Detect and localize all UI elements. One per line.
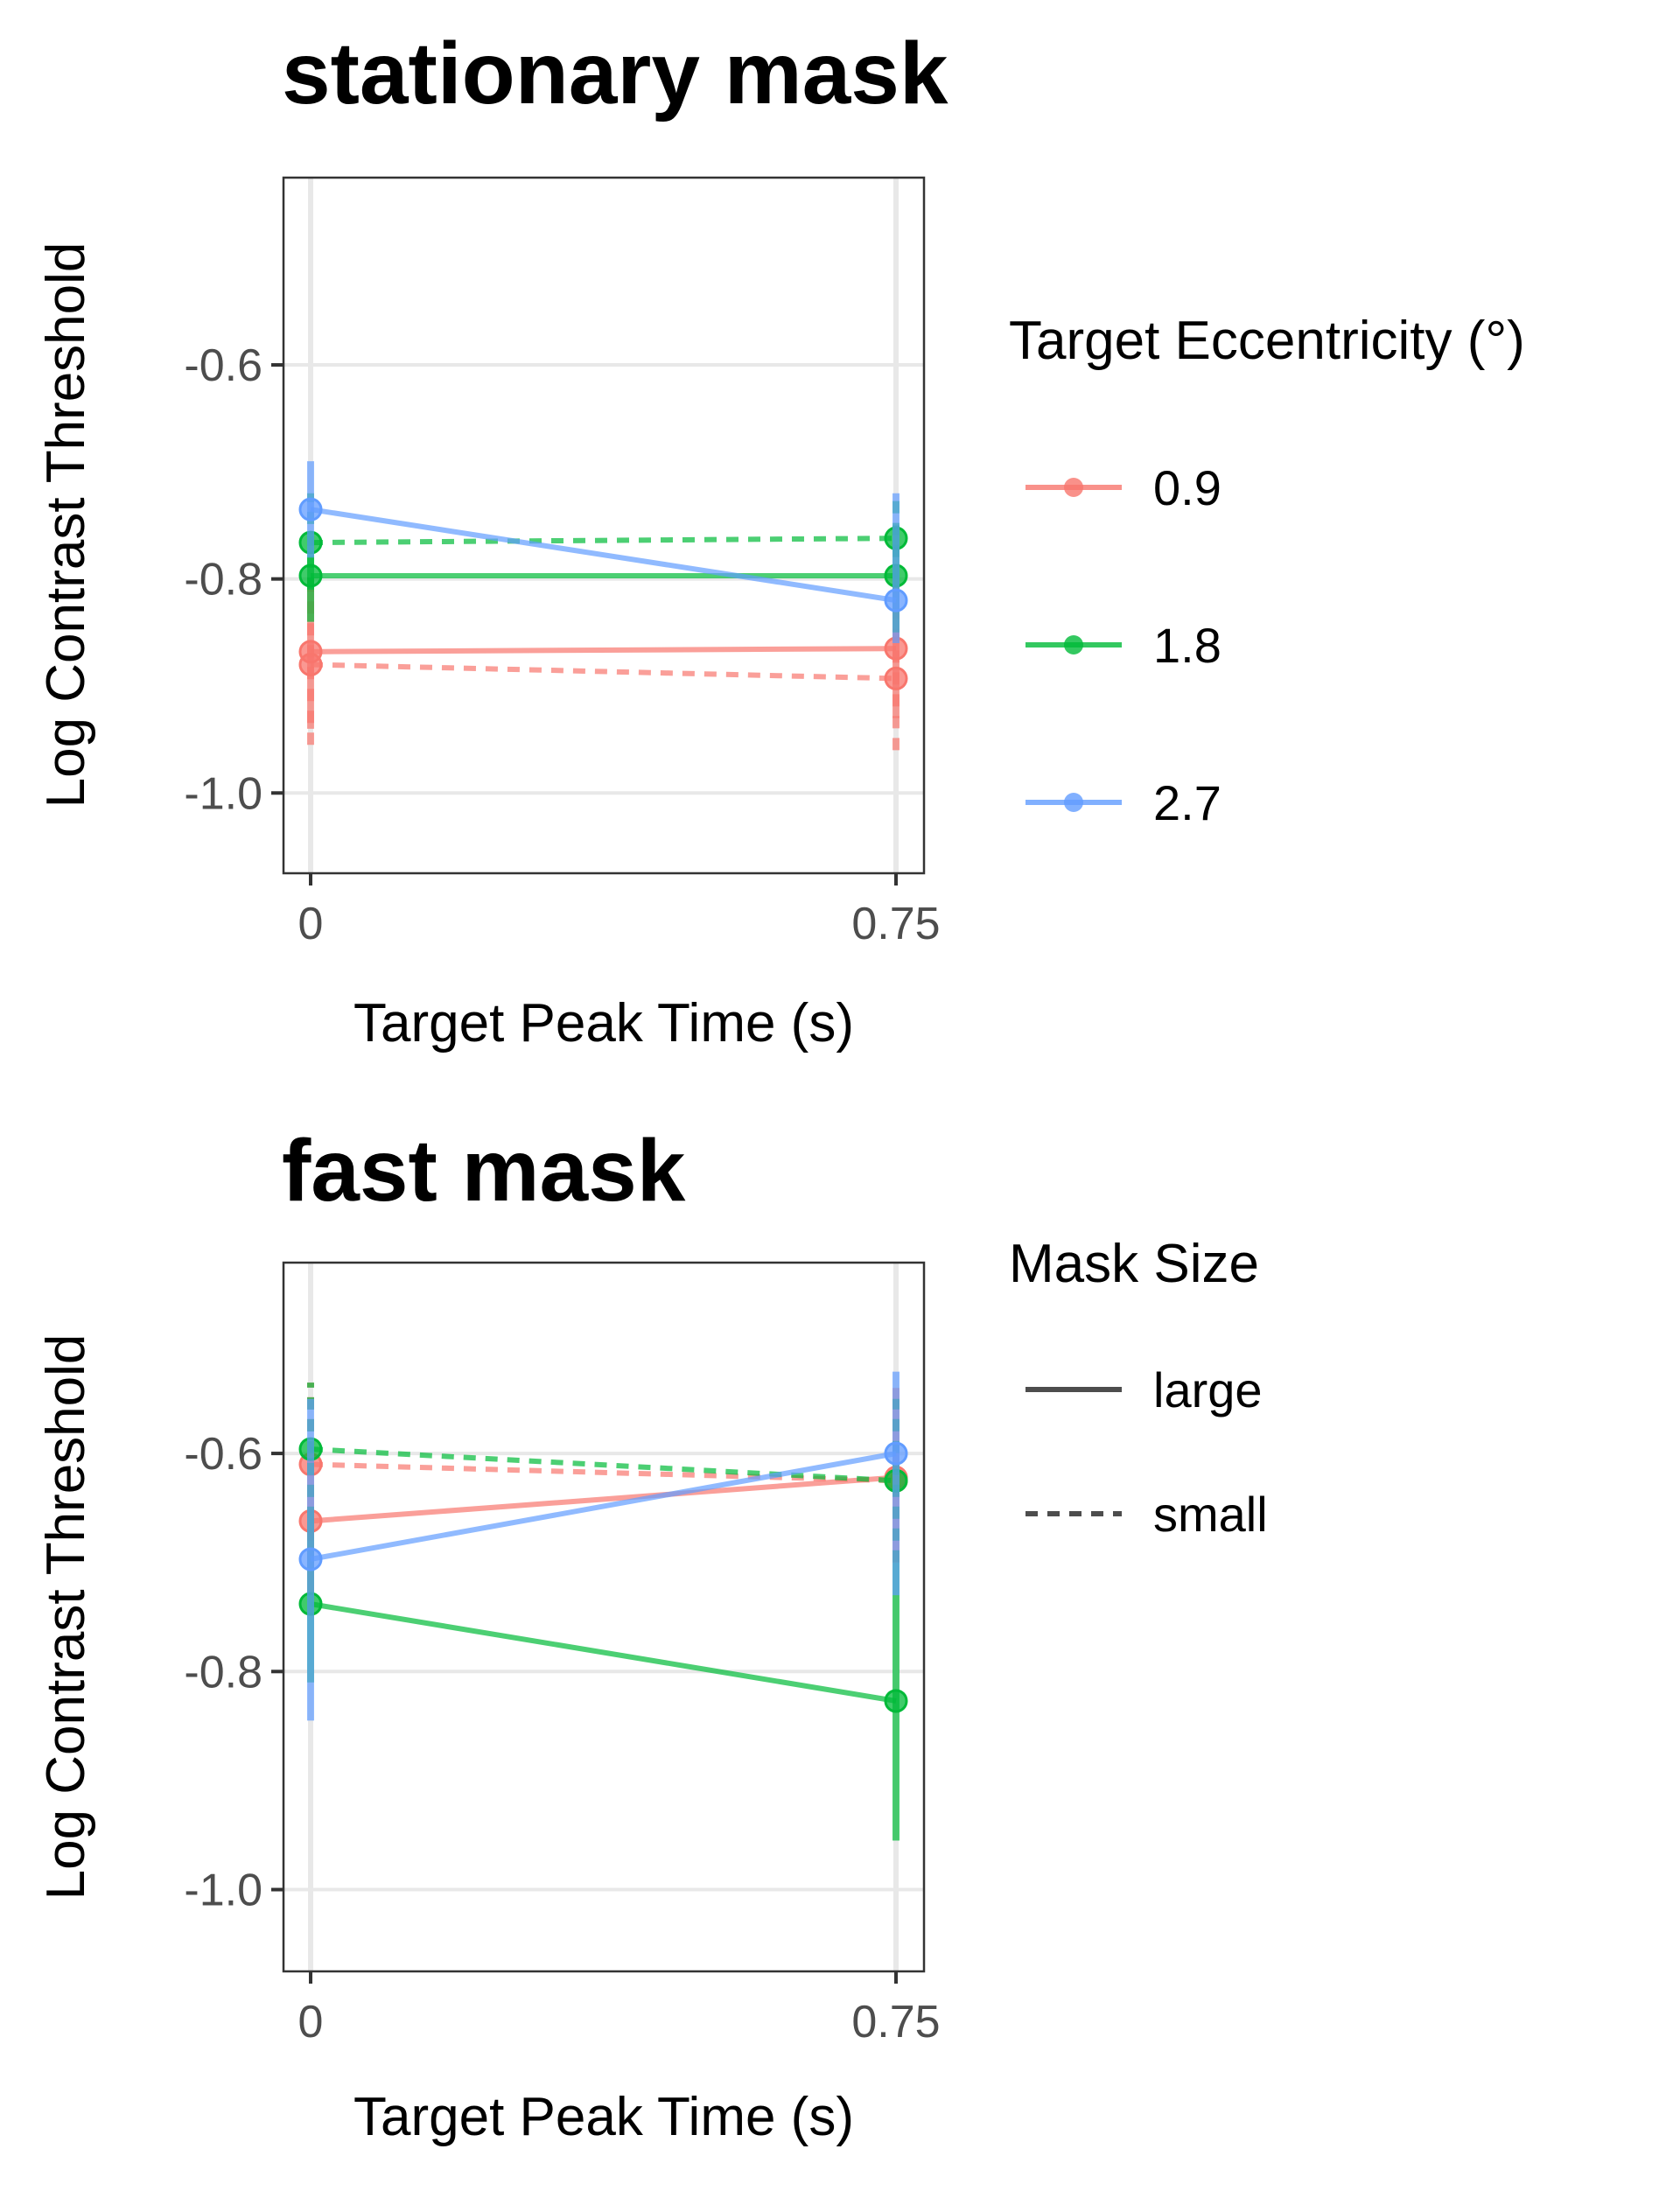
- y-tick-label: -1.0: [184, 768, 262, 819]
- legend-item-2.7: 2.7: [1026, 775, 1222, 830]
- legend-item-1.8: 1.8: [1026, 618, 1222, 673]
- legend-key-point: [1064, 793, 1083, 812]
- panel-stationary-mask: stationary mask -0.6 -0.8 -1.0 0 0.75 Target…: [36, 24, 948, 1054]
- series-line: [310, 536, 897, 546]
- series-2.7-large: [298, 461, 908, 644]
- legend-label: large: [1153, 1362, 1263, 1418]
- x-tick-label: 0.75: [851, 1997, 940, 2048]
- y-axis-title: Log Contrast Threshold: [36, 1334, 96, 1900]
- data-point: [884, 1441, 908, 1466]
- chart-title: fast mask: [282, 1122, 686, 1220]
- legend-mask-size: Mask Size large small: [1009, 1234, 1268, 1542]
- legend-item-small: small: [1026, 1487, 1268, 1542]
- series-line: [310, 1446, 897, 1484]
- panel-fast-mask: fast mask -0.6 -0.8 -1.0 0 0.75 Target Peak …: [36, 1122, 941, 2147]
- y-tick-label: -0.8: [184, 555, 262, 606]
- grid: [284, 178, 924, 873]
- data-point: [298, 497, 323, 522]
- plot-marks: [298, 1371, 908, 1841]
- plot-marks: [298, 461, 908, 751]
- legend-item-large: large: [1026, 1362, 1263, 1418]
- series-0.9-large: [298, 578, 908, 729]
- series-0.9-large: [298, 1388, 908, 1596]
- series-2.7-large: [298, 1371, 908, 1721]
- series-0.9-small: [298, 1382, 908, 1563]
- y-axis-title: Log Contrast Threshold: [36, 242, 96, 808]
- series-line: [310, 1451, 897, 1562]
- axes: -0.6 -0.8 -1.0 0 0.75: [184, 340, 940, 949]
- series-line: [310, 1601, 897, 1704]
- legend-item-0.9: 0.9: [1026, 460, 1222, 515]
- legend-label: 0.9: [1153, 460, 1222, 515]
- data-point: [298, 653, 323, 676]
- x-axis-title: Target Peak Time (s): [354, 993, 854, 1054]
- x-tick-label: 0.75: [851, 899, 940, 949]
- series-1.8-large: [298, 1518, 908, 1841]
- legend-key-point: [1064, 478, 1083, 497]
- legend-eccentricity: Target Eccentricity (°) 0.9 1.8 2.7: [1009, 311, 1525, 830]
- series-line: [310, 662, 897, 682]
- data-point: [884, 588, 908, 612]
- legend-title: Mask Size: [1009, 1234, 1259, 1294]
- data-point: [884, 666, 908, 690]
- legend-label: 2.7: [1153, 775, 1222, 830]
- legend-key-point: [1064, 635, 1083, 654]
- legend-title: Target Eccentricity (°): [1009, 311, 1525, 371]
- plot-border: [282, 176, 926, 875]
- y-tick-label: -0.6: [184, 1429, 262, 1480]
- y-tick-label: -0.8: [184, 1647, 262, 1698]
- axes: -0.6 -0.8 -1.0 0 0.75: [184, 1429, 940, 2048]
- x-tick-label: 0: [298, 899, 324, 949]
- x-axis-title: Target Peak Time (s): [354, 2087, 854, 2147]
- chart-title: stationary mask: [282, 24, 948, 122]
- series-0.9-small: [298, 589, 908, 751]
- series-line: [310, 507, 897, 604]
- plot-border: [282, 1261, 926, 1973]
- y-tick-label: -1.0: [184, 1866, 262, 1916]
- series-line: [310, 1474, 897, 1524]
- y-tick-label: -0.6: [184, 340, 262, 391]
- series-line: [310, 646, 897, 654]
- data-point: [884, 1689, 908, 1713]
- legend-label: 1.8: [1153, 618, 1222, 673]
- data-point: [298, 1547, 323, 1572]
- legend-label: small: [1153, 1487, 1268, 1542]
- x-tick-label: 0: [298, 1997, 324, 2048]
